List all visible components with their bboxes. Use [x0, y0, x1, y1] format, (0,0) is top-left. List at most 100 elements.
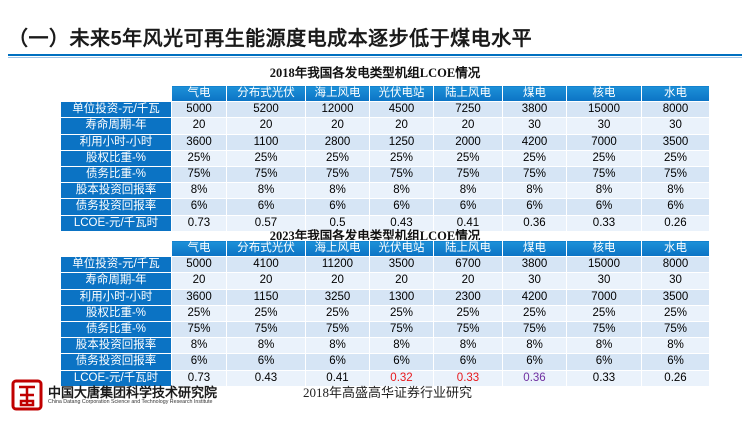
table-cell: 5000 [171, 256, 227, 274]
table-cell: 30 [502, 272, 567, 290]
table-cell: 2800 [305, 133, 370, 151]
column-header: 气电 [171, 239, 227, 258]
table-cell: 20 [433, 272, 503, 290]
column-header: 核电 [566, 84, 642, 103]
table-cell: 2000 [433, 133, 503, 151]
table-cell: 25% [641, 149, 710, 167]
table-cell: 8% [566, 337, 642, 355]
column-header: 陆上风电 [433, 84, 503, 103]
table-cell: 75% [433, 320, 503, 339]
table-row: 债务比重-% 75% 75% 75% 75% 75% 75% 75% 75% [60, 165, 710, 184]
row-label: 寿命周期-年 [60, 272, 172, 290]
table-cell: 20 [305, 117, 370, 135]
table-cell: 25% [226, 304, 306, 322]
table-row: 股本投资回报率 8% 8% 8% 8% 8% 8% 8% 8% [60, 182, 710, 200]
table-row: 利用小时-小时 3600 1100 2800 1250 2000 4200 7000 3500 [60, 133, 710, 151]
table-cell: 25% [641, 304, 710, 322]
table-header-row: 气电 分布式光伏 海上风电 光伏电站 陆上风电 煤电 核电 水电 [60, 84, 710, 103]
table-row: LCOE-元/千瓦时 0.73 0.43 0.41 0.32 0.33 0.36 0.33 0.… [60, 369, 710, 387]
table-cell: 75% [641, 165, 710, 184]
table-row: 债务投资回报率 6% 6% 6% 6% 6% 6% 6% 6% [60, 353, 710, 371]
table-cell: 0.41 [433, 214, 503, 232]
table-cell: 0.33 [566, 214, 642, 232]
table-cell: 75% [369, 320, 434, 339]
datang-logo-icon [11, 379, 43, 411]
table-cell: 75% [502, 320, 567, 339]
table-cell: 20 [226, 117, 306, 135]
column-header: 气电 [171, 84, 227, 103]
title-underline-thin [8, 57, 742, 58]
table-cell: 8% [305, 182, 370, 200]
header-corner [60, 84, 172, 103]
table-cell: 8% [226, 182, 306, 200]
table-cell: 8% [226, 337, 306, 355]
table-cell: 0.36 [502, 369, 567, 387]
table-cell: 25% [171, 304, 227, 322]
row-label: 利用小时-小时 [60, 133, 172, 151]
table-cell: 4100 [226, 256, 306, 274]
table-cell: 1250 [369, 133, 434, 151]
table-cell: 0.26 [641, 369, 710, 387]
table-cell: 25% [433, 149, 503, 167]
table-cell: 6% [369, 353, 434, 371]
table-cell: 3500 [641, 133, 710, 151]
table-cell: 20 [369, 117, 434, 135]
table-cell: 30 [641, 117, 710, 135]
table-cell: 20 [433, 117, 503, 135]
column-header: 分布式光伏 [226, 84, 306, 103]
table-cell: 5000 [171, 101, 227, 119]
table-row: 股本投资回报率 8% 8% 8% 8% 8% 8% 8% 8% [60, 337, 710, 355]
row-label: 股权比重-% [60, 149, 172, 167]
table-cell: 20 [226, 272, 306, 290]
column-header: 海上风电 [305, 239, 370, 258]
source-note: 2018年高盛高华证券行业研究 [303, 385, 473, 400]
table-row: 股权比重-% 25% 25% 25% 25% 25% 25% 25% 25% [60, 149, 710, 167]
table-cell: 8% [566, 182, 642, 200]
table-cell: 25% [502, 149, 567, 167]
table-cell: 8% [641, 182, 710, 200]
table-cell: 25% [502, 304, 567, 322]
table-cell: 6% [171, 198, 227, 216]
header-corner [60, 239, 172, 258]
row-label: 股本投资回报率 [60, 182, 172, 200]
table-cell: 20 [171, 272, 227, 290]
table-2018: 气电 分布式光伏 海上风电 光伏电站 陆上风电 煤电 核电 水电 单位投资-元/千瓦 5000 5… [60, 84, 710, 232]
row-label: 债务比重-% [60, 165, 172, 184]
table-cell: 3250 [305, 288, 370, 306]
column-header: 水电 [641, 84, 710, 103]
logo-english-name: China Datang Corporation Science and Tec… [48, 399, 213, 405]
row-label: 单位投资-元/千瓦 [60, 101, 172, 119]
title-underline [8, 54, 742, 56]
table-cell: 30 [502, 117, 567, 135]
row-label: 债务投资回报率 [60, 198, 172, 216]
table-2018-caption: 2018年我国各发电类型机组LCOE情况 [269, 66, 481, 80]
table-cell: 25% [305, 304, 370, 322]
row-label: 寿命周期-年 [60, 117, 172, 135]
table-cell: 7250 [433, 101, 503, 119]
table-cell: 7000 [566, 288, 642, 306]
row-label: LCOE-元/千瓦时 [60, 369, 172, 387]
table-cell: 2300 [433, 288, 503, 306]
column-header: 光伏电站 [369, 84, 434, 103]
table-cell: 30 [641, 272, 710, 290]
table-row: 股权比重-% 25% 25% 25% 25% 25% 25% 25% 25% [60, 304, 710, 322]
table-cell: 1300 [369, 288, 434, 306]
table-cell: 75% [566, 320, 642, 339]
table-cell: 0.43 [226, 369, 306, 387]
table-cell: 75% [502, 165, 567, 184]
column-header: 核电 [566, 239, 642, 258]
table-cell: 6% [433, 353, 503, 371]
row-label: LCOE-元/千瓦时 [60, 214, 172, 232]
table-cell: 75% [305, 320, 370, 339]
table-cell: 0.36 [502, 214, 567, 232]
table-cell: 0.33 [566, 369, 642, 387]
table-cell: 20 [171, 117, 227, 135]
table-row: 单位投资-元/千瓦 5000 4100 11200 3500 6700 3800 15000 8… [60, 256, 710, 274]
table-cell: 11200 [305, 256, 370, 274]
table-cell: 6% [641, 353, 710, 371]
title-bar: （一）未来5年风光可再生能源度电成本逐步低于煤电水平 [0, 0, 750, 58]
table-cell: 8000 [641, 101, 710, 119]
table-cell: 3800 [502, 101, 567, 119]
table-cell: 25% [566, 304, 642, 322]
table-cell: 6% [226, 198, 306, 216]
